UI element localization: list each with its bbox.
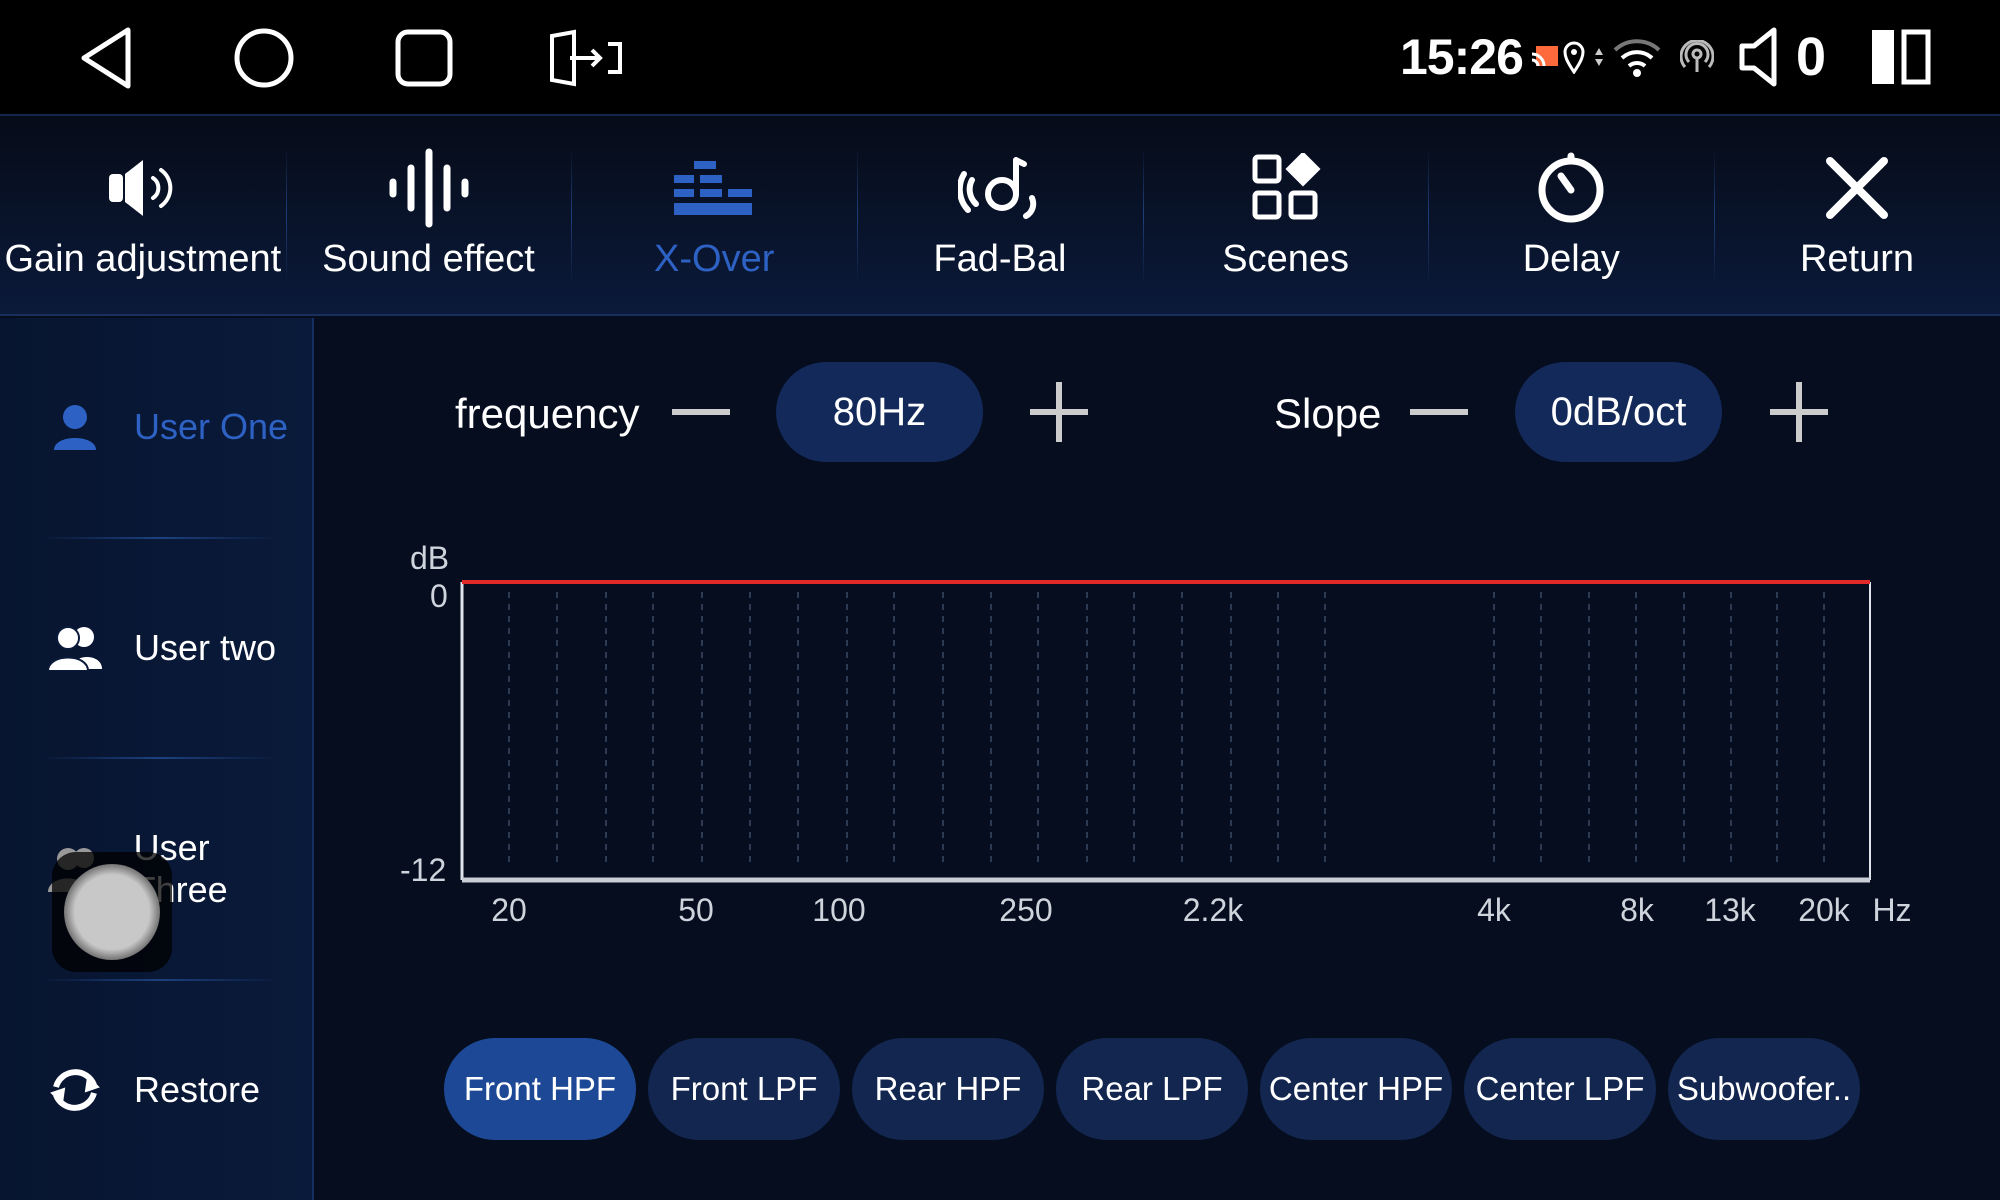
tab-x-over[interactable]: X-Over — [571, 116, 857, 314]
tab-label: Scenes — [1222, 238, 1349, 280]
data-arrows-icon — [1595, 48, 1603, 66]
recents-icon[interactable] — [388, 22, 460, 94]
divider — [40, 757, 280, 759]
sidebar-item-user-one[interactable]: User One — [0, 367, 312, 487]
balance-icon — [957, 148, 1042, 228]
equalizer-bars-icon — [674, 148, 754, 228]
divider — [40, 979, 280, 981]
slope-value[interactable]: 0dB/oct — [1515, 362, 1722, 462]
tab-label: Fad-Bal — [933, 238, 1067, 280]
channel-center-hpf[interactable]: Center HPF — [1260, 1038, 1452, 1140]
tab-return[interactable]: Return — [1714, 116, 2000, 314]
y-tick-label: -12 — [400, 852, 447, 888]
x-tick-label: 4k — [1477, 892, 1511, 928]
x-tick-label: 13k — [1704, 892, 1756, 928]
x-tick-label: 20 — [491, 892, 527, 928]
tab-gain-adjustment[interactable]: Gain adjustment — [0, 116, 286, 314]
channel-front-lpf[interactable]: Front LPF — [648, 1038, 840, 1140]
y-axis-label: dB — [410, 540, 450, 576]
x-tick-label: 2.2k — [1182, 892, 1244, 928]
home-icon[interactable] — [228, 22, 300, 94]
tab-scenes[interactable]: Scenes — [1142, 116, 1429, 314]
sidebar-item-label: User One — [134, 406, 289, 447]
location-icon — [1563, 41, 1585, 74]
tab-sound-effect[interactable]: Sound effect — [285, 116, 572, 314]
waveform-icon — [387, 148, 471, 228]
hotspot-icon — [1680, 40, 1714, 72]
sidebar-item-label: Restore — [134, 1069, 261, 1110]
user-icon — [40, 404, 110, 450]
frequency-decrease-button[interactable] — [672, 382, 732, 442]
wifi-icon — [1613, 39, 1661, 77]
speaker-icon — [1739, 27, 1777, 87]
x-tick-label: 8k — [1620, 892, 1654, 928]
tab-delay[interactable]: Delay — [1428, 116, 1714, 314]
frequency-label: frequency — [455, 390, 640, 437]
grid-icon — [1251, 148, 1321, 228]
speaker-icon — [103, 148, 183, 228]
tab-label: Delay — [1522, 238, 1620, 280]
channel-rear-lpf[interactable]: Rear LPF — [1056, 1038, 1248, 1140]
y-tick-label: 0 — [430, 578, 448, 614]
split-screen-icon[interactable] — [1870, 28, 1932, 86]
assistive-touch-button[interactable] — [52, 852, 172, 972]
status-bar: 15:26 0 — [0, 0, 2000, 114]
refresh-icon — [40, 1067, 110, 1113]
x-axis-unit: Hz — [1872, 892, 1912, 928]
channel-front-hpf[interactable]: Front HPF — [444, 1038, 636, 1140]
cast-icon — [1531, 46, 1558, 67]
tab-label: X-Over — [654, 238, 775, 280]
tab-fad-bal[interactable]: Fad-Bal — [857, 116, 1143, 314]
tab-label: Sound effect — [322, 238, 535, 280]
screen-switch-icon[interactable] — [546, 22, 626, 94]
back-icon[interactable] — [70, 22, 142, 94]
channel-rear-hpf[interactable]: Rear HPF — [852, 1038, 1044, 1140]
frequency-value[interactable]: 80Hz — [776, 362, 983, 462]
slope-increase-button[interactable] — [1770, 382, 1830, 442]
x-tick-label: 20k — [1798, 892, 1850, 928]
slope-decrease-button[interactable] — [1410, 382, 1470, 442]
sidebar-item-user-two[interactable]: User two — [0, 588, 312, 708]
x-tick-label: 250 — [999, 892, 1053, 928]
sidebar-item-restore[interactable]: Restore — [0, 1030, 312, 1150]
volume-level: 0 — [1796, 27, 1827, 87]
tab-label: Gain adjustment — [4, 238, 282, 280]
x-tick-label: 50 — [678, 892, 714, 928]
x-tick-label: 100 — [812, 892, 866, 928]
slope-label: Slope — [1274, 390, 1382, 437]
close-icon — [1824, 148, 1890, 228]
divider — [40, 537, 280, 539]
frequency-increase-button[interactable] — [1030, 382, 1090, 442]
clock: 15:26 — [1400, 29, 1524, 85]
channel-subwoofer[interactable]: Subwoofer.. — [1668, 1038, 1860, 1140]
tab-label: Return — [1799, 238, 1914, 280]
timer-icon — [1535, 148, 1607, 228]
sidebar-item-label: User two — [134, 627, 277, 668]
channel-center-lpf[interactable]: Center LPF — [1464, 1038, 1656, 1140]
users-icon — [40, 625, 110, 671]
tab-bar: Gain adjustment Sound effect X-Over Fad-… — [0, 114, 2000, 316]
